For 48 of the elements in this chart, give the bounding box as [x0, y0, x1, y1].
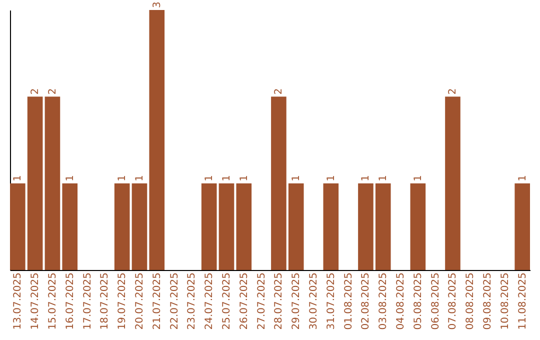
data-label: 1: [117, 174, 128, 182]
data-label: 1: [412, 174, 424, 182]
x-tick-label: 28.07.2025: [274, 272, 285, 330]
x-tick-label: 03.08.2025: [378, 272, 390, 330]
x-tick-label: 21.07.2025: [152, 272, 163, 330]
data-label: 1: [221, 174, 232, 182]
x-tick-label: 11.08.2025: [517, 272, 528, 330]
x-tick-label: 31.07.2025: [326, 272, 337, 330]
data-label: 1: [360, 174, 372, 182]
data-label: 2: [274, 88, 285, 95]
x-tick-label: 05.08.2025: [412, 272, 424, 330]
x-tick-label: 01.08.2025: [343, 272, 354, 330]
x-tick-label: 13.07.2025: [12, 272, 24, 330]
data-label: 2: [30, 88, 42, 95]
data-label: 1: [517, 174, 528, 182]
data-label: 1: [12, 174, 24, 182]
x-tick-label: 15.07.2025: [47, 272, 58, 330]
x-tick-label: 07.08.2025: [448, 272, 459, 330]
x-tick-label: 06.08.2025: [430, 272, 442, 330]
data-label: 1: [291, 174, 302, 182]
x-tick-label: 23.07.2025: [186, 272, 198, 330]
x-tick-label: 09.08.2025: [482, 272, 494, 330]
data-label: 2: [448, 88, 459, 95]
x-tick-label: 19.07.2025: [117, 272, 128, 330]
data-label: 1: [204, 174, 216, 182]
x-tick-label: 16.07.2025: [64, 272, 76, 330]
x-tick-label: 04.08.2025: [396, 272, 407, 330]
x-tick-label: 25.07.2025: [221, 272, 232, 330]
data-label: 1: [64, 174, 76, 182]
data-label: 1: [238, 174, 250, 182]
x-tick-label: 26.07.2025: [238, 272, 250, 330]
x-tick-label: 24.07.2025: [204, 272, 216, 330]
x-tick-label: 27.07.2025: [256, 272, 268, 330]
data-label: 1: [134, 174, 146, 182]
x-tick-label: 08.08.2025: [465, 272, 476, 330]
data-label: 1: [378, 174, 390, 182]
x-tick-label: 10.08.2025: [500, 272, 511, 330]
x-tick-label: 30.07.2025: [308, 272, 320, 330]
x-tick-label: 02.08.2025: [360, 272, 372, 330]
x-tick-label: 14.07.2025: [30, 272, 42, 330]
x-tick-label: 29.07.2025: [291, 272, 302, 330]
x-tick-label: 18.07.2025: [100, 272, 111, 330]
x-tick-label: 17.07.2025: [82, 272, 94, 330]
x-tick-label: 20.07.2025: [134, 272, 146, 330]
data-label: 3: [152, 2, 163, 8]
x-tick-label: 22.07.2025: [169, 272, 180, 330]
data-label: 1: [326, 174, 337, 182]
data-label: 2: [47, 88, 58, 95]
